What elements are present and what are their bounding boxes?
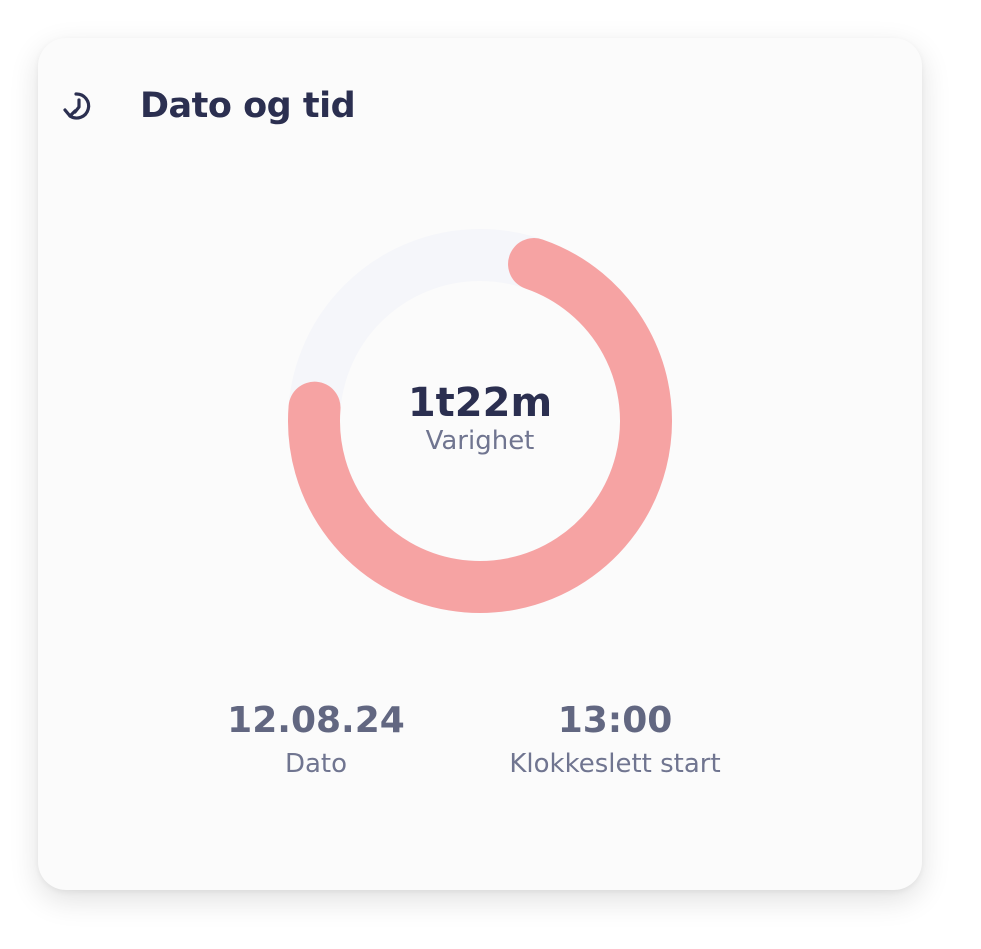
ring-progress-arc	[288, 238, 672, 613]
ring-center: 1t22m Varighet	[250, 380, 710, 456]
duration-value: 1t22m	[407, 380, 553, 426]
duration-ring	[288, 229, 672, 613]
date-label: Dato	[284, 749, 348, 779]
card-header: Dato og tid	[56, 86, 356, 126]
clock-history-icon	[63, 92, 91, 120]
start-time-label: Klokkeslett start	[509, 749, 721, 779]
start-time-stat: 13:00 Klokkeslett start	[455, 700, 775, 786]
start-time-value: 13:00	[557, 700, 673, 741]
date-stat: 12.08.24 Dato	[156, 700, 476, 786]
date-time-card	[38, 38, 922, 890]
duration-label: Varighet	[425, 426, 535, 456]
date-value: 12.08.24	[227, 700, 405, 741]
card-title: Dato og tid	[140, 86, 356, 126]
